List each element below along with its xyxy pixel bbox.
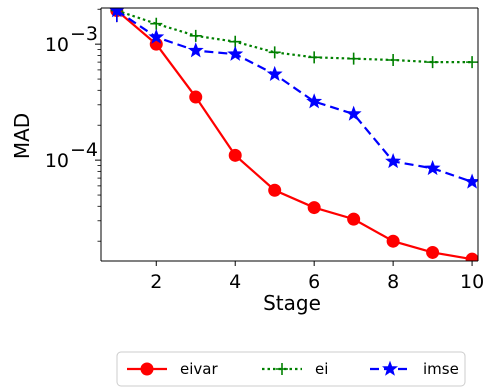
data-point-ei — [189, 29, 202, 42]
data-point-ei — [150, 17, 163, 30]
plot-area — [101, 8, 478, 261]
x-tick-label: 6 — [308, 271, 320, 293]
data-point-ei — [229, 35, 242, 48]
data-point-eivar — [228, 148, 242, 162]
data-point-imse — [187, 42, 204, 58]
data-point-eivar — [426, 245, 440, 259]
legend-label-imse: imse — [423, 360, 459, 378]
series-layer — [108, 8, 478, 261]
data-point-ei — [347, 52, 360, 65]
series-imse — [108, 8, 478, 189]
y-tick-label: 10 — [45, 34, 69, 56]
legend-label-eivar: eivar — [180, 360, 218, 378]
data-point-imse — [424, 159, 441, 176]
y-tick-label: 10 — [45, 150, 69, 172]
series-group — [108, 8, 478, 261]
data-point-eivar — [189, 90, 203, 104]
data-point-ei — [387, 54, 400, 67]
data-point-imse — [345, 105, 362, 121]
y-axis-label: MAD — [10, 113, 34, 159]
series-line-ei — [116, 9, 473, 64]
data-point-eivar — [465, 252, 478, 261]
data-point-imse — [227, 45, 244, 61]
x-tick-label: 8 — [387, 271, 399, 293]
plot-background — [101, 8, 478, 261]
data-point-ei — [466, 56, 478, 69]
data-point-eivar — [347, 212, 361, 226]
legend: eivar ei imse — [116, 351, 466, 387]
legend-marker-imse — [382, 360, 398, 376]
series-line-imse — [116, 9, 473, 183]
data-point-ei — [426, 56, 439, 69]
data-point-eivar — [307, 201, 321, 215]
x-tick-label: 2 — [150, 271, 162, 293]
data-point-imse — [148, 28, 165, 44]
data-point-ei — [308, 51, 321, 64]
x-tick-label: 10 — [460, 271, 483, 293]
data-point-imse — [385, 153, 402, 169]
data-point-eivar — [386, 234, 400, 248]
legend-label-ei: ei — [315, 360, 328, 378]
data-point-ei — [268, 46, 281, 59]
series-line-eivar — [116, 9, 473, 261]
x-axis-label: Stage — [263, 291, 321, 315]
legend-marker-ei — [276, 363, 288, 375]
data-point-imse — [266, 65, 283, 82]
x-tick-label: 4 — [229, 271, 241, 293]
data-point-imse — [464, 173, 478, 189]
legend-marker-eivar — [140, 362, 154, 376]
data-point-imse — [306, 93, 323, 109]
y-tick-exponent: −3 — [70, 23, 98, 45]
y-tick-exponent: −4 — [70, 139, 98, 161]
data-point-eivar — [268, 183, 282, 197]
